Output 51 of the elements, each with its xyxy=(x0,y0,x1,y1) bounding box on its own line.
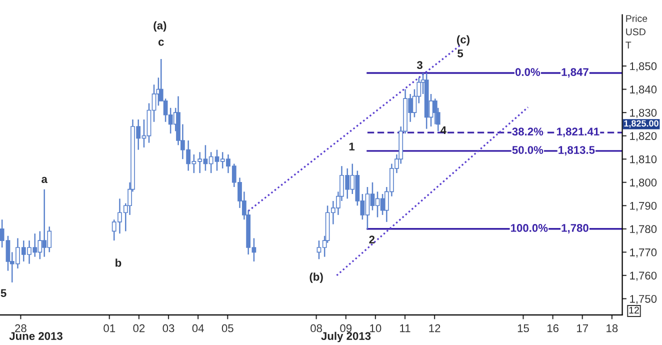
annotation: (a) xyxy=(154,21,166,32)
y-tick-label: 1,830 xyxy=(630,108,657,118)
y-tick-label: 1,770 xyxy=(630,248,657,258)
annotation: 50.0% xyxy=(512,146,544,154)
annotation: 3 xyxy=(416,61,422,70)
annotation: c xyxy=(158,40,164,46)
annotation: 0.0% xyxy=(515,68,540,76)
x-tick-label: 17 xyxy=(577,324,588,332)
y-axis-title: Price USD T xyxy=(626,14,648,48)
x-tick-label: 09 xyxy=(340,324,352,332)
x-tick-label: 05 xyxy=(222,324,234,332)
annotation: 1,821.41 xyxy=(557,128,600,138)
y-tick-label: 1,820 xyxy=(630,132,657,142)
x-tick-label: 18 xyxy=(606,324,618,332)
text: 1,825.00 xyxy=(624,120,658,128)
annotation: 1,813.5 xyxy=(558,146,595,156)
x-tick-label: 01 xyxy=(104,324,116,332)
y-tick-label: 1,790 xyxy=(630,202,657,212)
y-tick-label: 1,810 xyxy=(630,155,657,165)
annotation: 4 xyxy=(440,126,446,134)
annotation: 100.0% xyxy=(511,224,548,232)
x-tick-label: 03 xyxy=(162,324,174,332)
text: 12 xyxy=(629,306,639,314)
annotation: (b) xyxy=(310,272,323,283)
y-tick-label: 1,750 xyxy=(630,294,657,304)
x-tick-label: 11 xyxy=(400,324,410,332)
x-tick-label: 16 xyxy=(547,324,558,332)
annotation: 2 xyxy=(369,236,375,244)
y-tick-label: 1,780 xyxy=(630,225,657,234)
annotation: 1,780 xyxy=(562,224,588,234)
annotation: (c) xyxy=(457,35,470,46)
y-tick-label: 1,760 xyxy=(630,272,657,281)
x-tick-label: 10 xyxy=(370,324,382,332)
annotation: 1,847 xyxy=(562,68,588,78)
annotation: b xyxy=(116,258,122,267)
x-tick-label: 02 xyxy=(133,324,145,332)
annotation: 5 xyxy=(458,50,464,58)
annotation: a xyxy=(42,176,48,184)
y-tick-label: 1,840 xyxy=(630,86,657,95)
y-tick-label: 1,800 xyxy=(630,178,657,188)
annotation: 5 xyxy=(0,289,6,298)
x-tick-label: 28 xyxy=(15,324,26,332)
text: July 2013 xyxy=(321,332,371,342)
x-tick-label: 12 xyxy=(429,324,440,332)
x-tick-label: 08 xyxy=(310,324,322,332)
annotation: 1 xyxy=(349,142,355,150)
x-tick-label: 04 xyxy=(192,324,204,332)
y-tick-label: 1,850 xyxy=(630,62,657,72)
text: June 2013 xyxy=(9,332,62,340)
x-tick-label: 15 xyxy=(518,324,529,332)
annotation: 38.2% xyxy=(512,128,544,136)
